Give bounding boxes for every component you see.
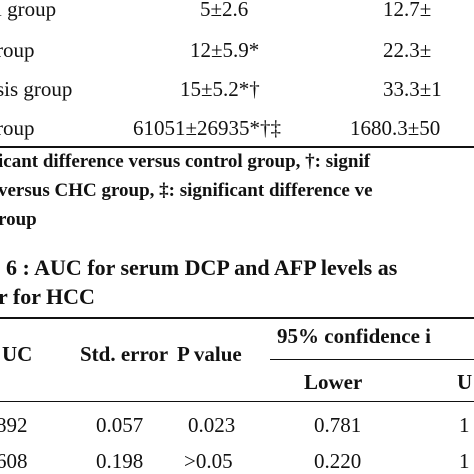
table-6-caption-line-2: r for HCC bbox=[0, 284, 95, 309]
table-5-row-3-dcp: 15±5.2*† bbox=[180, 77, 260, 101]
table-5-row-1-afp: 12.7± bbox=[383, 0, 432, 21]
table-6-header-upper: U bbox=[457, 370, 473, 394]
table-5-row-4-group: roup bbox=[0, 116, 35, 140]
table-5-footnote-line-2: versus CHC group, ‡: significant differe… bbox=[0, 180, 373, 201]
table-6-header-p-value: P value bbox=[177, 342, 242, 366]
table-5-row-3-afp: 33.3±1 bbox=[383, 77, 442, 101]
table-5-row-1-dcp: 5±2.6 bbox=[200, 0, 249, 21]
table-5-row-2-group: roup bbox=[0, 38, 35, 62]
table-5-row-4-dcp: 61051±26935*†‡ bbox=[133, 116, 282, 140]
table-5-row-1-group: l group bbox=[0, 0, 57, 21]
table-6-top-rule bbox=[0, 317, 474, 319]
table-6-header-lower: Lower bbox=[304, 370, 363, 394]
table-5-row-2-afp: 22.3± bbox=[383, 38, 432, 62]
table-6-row-1-upper: 1 bbox=[459, 413, 470, 437]
table-6-header-rule bbox=[0, 401, 474, 402]
table-6-row-2-auc: 608 bbox=[0, 449, 28, 473]
table-5-footnote-line-3: roup bbox=[0, 209, 37, 230]
table-6-header-auc: UC bbox=[2, 342, 33, 366]
table-6-row-1-lower: 0.781 bbox=[314, 413, 362, 437]
table-6-header-std-error: Std. error bbox=[80, 342, 169, 366]
table-6-header-ci: 95% confidence i bbox=[277, 324, 431, 348]
table-6-ci-rule bbox=[270, 359, 474, 360]
table-5-row-4-afp: 1680.3±50 bbox=[350, 116, 441, 140]
table-6-row-2-p-value: >0.05 bbox=[184, 449, 233, 473]
table-6-row-2-std-error: 0.198 bbox=[96, 449, 144, 473]
table-6-row-1-auc: 892 bbox=[0, 413, 28, 437]
table-5-footnote-line-1: icant difference versus control group, †… bbox=[0, 151, 371, 172]
table-6-row-2-lower: 0.220 bbox=[314, 449, 362, 473]
table-5-row-2-dcp: 12±5.9* bbox=[190, 38, 260, 62]
table-5-row-3-group: sis group bbox=[0, 77, 73, 101]
table-6-row-1-std-error: 0.057 bbox=[96, 413, 144, 437]
table-6-caption-line-1: 6 : AUC for serum DCP and AFP levels as bbox=[6, 255, 398, 280]
table-5-bottom-rule bbox=[0, 146, 474, 148]
table-6-row-1-p-value: 0.023 bbox=[188, 413, 236, 437]
table-6-row-2-upper: 1 bbox=[459, 449, 470, 473]
